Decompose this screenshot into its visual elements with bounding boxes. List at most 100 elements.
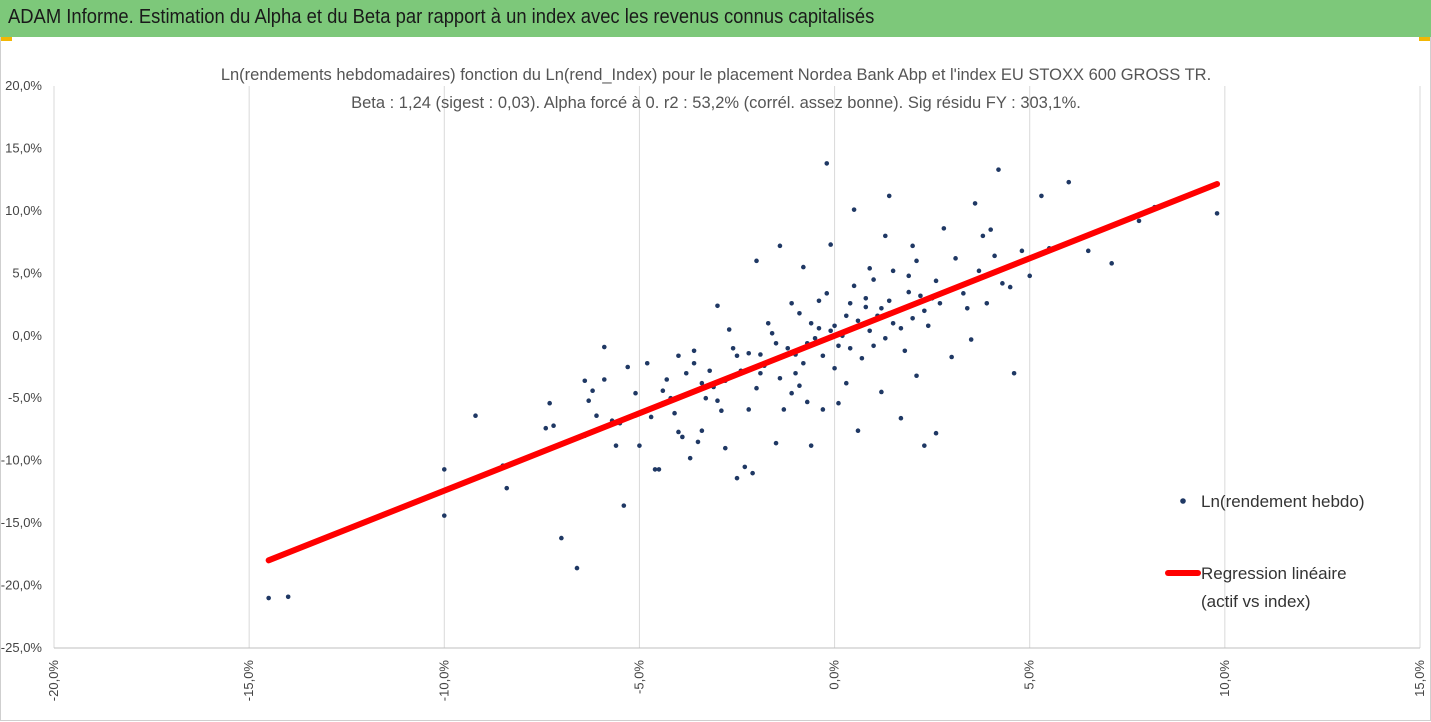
data-point [847,301,853,306]
data-point [804,399,810,405]
data-point [906,289,912,295]
y-tick-label: -15,0% [1,515,43,530]
data-point [664,377,670,382]
data-point [801,360,806,366]
regression-line-layer [265,181,1221,564]
data-point [730,345,736,351]
data-point [922,308,927,314]
data-point [832,323,837,329]
data-point [625,364,631,370]
data-point [719,408,724,414]
y-tick-label: -10,0% [1,453,43,468]
data-point [914,258,919,264]
y-tick-label: -5,0% [8,390,42,405]
y-tick-label: 15,0% [5,140,42,155]
data-point [691,348,697,354]
data-point [816,298,822,304]
data-point [797,310,802,316]
data-point [1019,248,1025,254]
legend-label-scatter: Ln(rendement hebdo) [1201,492,1365,511]
data-point [890,268,896,274]
data-point [672,410,677,416]
x-tick-label: 10,0% [1217,660,1232,697]
data-point [1000,281,1005,286]
y-tick-label: -25,0% [1,640,43,655]
data-point [644,360,650,366]
data-point [883,335,888,341]
data-point [789,301,794,306]
data-point [441,513,447,518]
data-point [473,413,478,419]
data-point [769,330,775,336]
data-point [879,389,884,395]
data-point [789,390,794,396]
banner-corner-accent-left [0,37,12,41]
data-point [863,296,869,301]
data-point [816,325,822,331]
y-tick-label: -20,0% [1,578,43,593]
data-point [933,430,939,436]
data-point [699,380,705,386]
grid-lines [53,86,1421,648]
chart-title-line1: Ln(rendements hebdomadaires) fonction du… [221,66,1211,84]
data-point [961,291,966,296]
data-point [820,407,826,412]
data-point [984,301,990,306]
data-point [824,291,830,296]
data-point [918,293,923,299]
y-tick-label: 20,0% [5,78,42,93]
data-point [441,467,447,472]
data-point [648,414,654,420]
scatter-points [266,161,1220,601]
data-point [1085,248,1091,254]
data-point [898,415,904,421]
data-point [949,354,954,360]
data-point [910,243,915,249]
data-point [898,325,904,331]
data-point [1214,211,1220,216]
data-point [707,368,712,374]
x-tick-label: -20,0% [46,660,61,702]
data-point [847,345,853,351]
data-point [855,428,861,433]
header-banner: ADAM Informe. Estimation du Alpha et du … [0,0,1431,37]
data-point [976,268,982,274]
y-tick-label: 5,0% [12,265,42,280]
data-point [828,328,833,334]
x-tick-label: 5,0% [1022,660,1037,690]
data-point [715,398,720,404]
data-point [886,298,892,304]
data-point [637,443,642,448]
data-point [836,343,841,349]
data-point [867,266,872,271]
data-point [964,306,970,311]
data-point [754,385,759,391]
data-point [602,344,607,350]
data-point [824,161,830,166]
data-point [285,594,291,600]
data-point [551,423,556,428]
data-point [594,413,599,419]
data-point [863,304,869,310]
data-point [676,353,681,359]
data-point [883,233,888,239]
data-point [933,278,939,284]
data-point [777,375,783,381]
data-point [832,365,837,371]
data-point [843,313,849,319]
data-point [633,390,638,396]
y-tick-label: 0,0% [12,328,42,343]
data-point [1109,261,1114,266]
data-point [266,595,271,601]
data-point [777,243,783,249]
data-point [742,464,748,470]
data-point [910,315,915,321]
data-point [785,345,791,351]
data-point [820,353,826,359]
data-point [504,485,510,491]
data-point [590,388,595,394]
data-point [828,242,833,247]
legend: Ln(rendement hebdo) Regression linéaire (a… [1165,492,1365,611]
data-point [925,323,931,329]
data-point [574,565,580,571]
